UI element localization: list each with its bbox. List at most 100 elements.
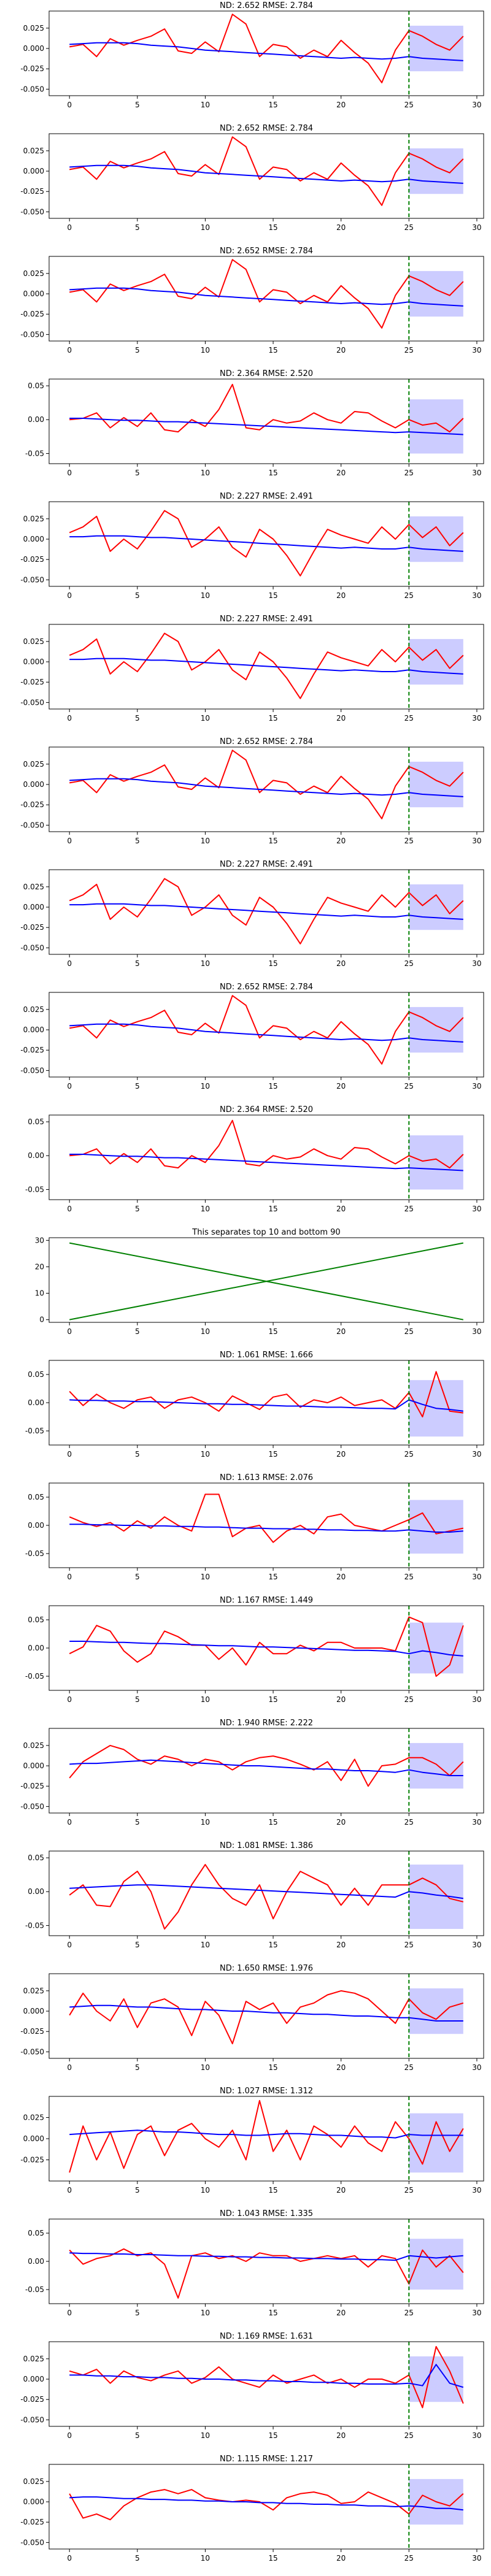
x-tick-label: 20 — [336, 2431, 346, 2440]
subplot-title: ND: 1.167 RMSE: 1.449 — [220, 1596, 313, 1605]
plot-frame — [48, 1728, 484, 1814]
y-tick-label: 0.025 — [23, 637, 44, 646]
predicted-series-line — [69, 287, 463, 307]
y-tick-label: 20 — [35, 1262, 44, 1271]
x-tick-label: 30 — [472, 101, 481, 109]
y-tick-label: 0.025 — [23, 1005, 44, 1014]
x-tick-label: 25 — [404, 837, 414, 845]
y-tick-label: 0.000 — [23, 657, 44, 666]
y-tick-label: -0.05 — [25, 1185, 44, 1194]
x-tick-label: 25 — [404, 346, 414, 355]
x-tick-label: 15 — [268, 591, 277, 600]
x-tick-label: 5 — [135, 1082, 140, 1091]
y-tick-label: 0.00 — [28, 1398, 44, 1407]
subplot-title: ND: 1.169 RMSE: 1.631 — [220, 2332, 313, 2341]
subplot: ND: 1.167 RMSE: 1.449 0 5 10 15 20 25 30 -0.05 0.… — [25, 1596, 484, 1704]
subplot: ND: 1.650 RMSE: 1.976 0 5 10 15 20 25 30 -0.050 -… — [20, 1964, 484, 2072]
x-tick-label: 0 — [67, 591, 72, 600]
x-tick-label: 20 — [336, 2309, 346, 2317]
actual-series-line — [69, 878, 464, 945]
plot-frame — [48, 1973, 484, 2059]
predicted-series-line — [69, 164, 463, 184]
x-tick-label: 20 — [336, 101, 346, 109]
subplot-title: ND: 2.652 RMSE: 2.784 — [220, 1, 313, 10]
x-tick-label: 30 — [472, 2309, 481, 2317]
x-tick-label: 30 — [472, 2554, 481, 2563]
x-tick-label: 0 — [67, 101, 72, 109]
y-tick-label: -0.025 — [20, 678, 44, 686]
x-tick-label: 25 — [404, 1573, 414, 1581]
actual-series-line — [69, 1616, 464, 1677]
x-tick-label: 25 — [404, 223, 414, 232]
y-tick-label: 0.000 — [23, 1025, 44, 1034]
x-tick-label: 10 — [201, 1082, 210, 1091]
y-tick-label: -0.025 — [20, 64, 44, 73]
predicted-series-line — [69, 657, 463, 675]
actual-series-line — [69, 1371, 463, 1417]
predicted-series-line — [69, 1154, 463, 1171]
predicted-series-line — [69, 1641, 463, 1657]
x-tick-label: 20 — [336, 1818, 346, 1827]
subplot-title: ND: 2.652 RMSE: 2.784 — [220, 247, 313, 256]
actual-series-line — [69, 1864, 464, 1930]
x-tick-label: 5 — [135, 837, 140, 845]
x-tick-label: 25 — [404, 469, 414, 477]
y-tick-label: 0.000 — [23, 1761, 44, 1770]
x-tick-label: 10 — [201, 101, 210, 109]
actual-series-line — [69, 383, 464, 433]
x-tick-label: 20 — [336, 1695, 346, 1704]
x-tick-label: 20 — [336, 714, 346, 723]
forecast-band — [409, 25, 463, 72]
x-tick-label: 25 — [404, 2431, 414, 2440]
y-tick-label: -0.025 — [20, 2395, 44, 2404]
x-tick-label: 25 — [404, 1695, 414, 1704]
y-tick-label: 0.025 — [23, 2114, 44, 2122]
actual-series-line — [69, 1119, 464, 1169]
actual-series-line — [69, 2489, 464, 2521]
plot-frame — [48, 501, 484, 587]
plot-frame — [48, 2464, 484, 2550]
forecast-band — [409, 638, 463, 685]
predicted-series-line — [69, 42, 463, 61]
y-tick-label: 0 — [39, 1316, 44, 1324]
y-tick-label: -0.050 — [20, 2047, 44, 2056]
x-tick-label: 10 — [201, 2186, 210, 2195]
x-tick-label: 5 — [135, 223, 140, 232]
x-tick-label: 0 — [67, 1695, 72, 1704]
x-tick-label: 0 — [67, 2431, 72, 2440]
plot-frame — [48, 624, 484, 710]
plot-frame — [48, 256, 484, 342]
x-tick-label: 0 — [67, 2186, 72, 2195]
x-tick-label: 5 — [135, 2063, 140, 2072]
x-tick-label: 0 — [67, 714, 72, 723]
forecast-band — [409, 1006, 463, 1053]
x-tick-label: 5 — [135, 1573, 140, 1581]
x-tick-label: 30 — [472, 837, 481, 845]
y-tick-label: 0.025 — [23, 1987, 44, 1995]
predicted-series-line — [69, 2252, 463, 2261]
y-tick-label: 0.00 — [28, 1887, 44, 1896]
x-tick-label: 15 — [268, 1450, 277, 1459]
x-tick-label: 0 — [67, 1082, 72, 1091]
forecast-band — [409, 1742, 463, 1789]
subplot: ND: 1.061 RMSE: 1.666 0 5 10 15 20 25 30 -0.05 0.… — [25, 1351, 484, 1459]
x-tick-label: 30 — [472, 1450, 481, 1459]
x-tick-label: 10 — [201, 2431, 210, 2440]
x-tick-label: 20 — [336, 1450, 346, 1459]
subplot: This separates top 10 and bottom 90 0 5 10 1… — [35, 1228, 484, 1336]
subplot-title: ND: 2.364 RMSE: 2.520 — [220, 369, 313, 378]
subplot: ND: 2.652 RMSE: 2.784 0 5 10 15 20 25 30 -0.050 -… — [20, 124, 484, 232]
y-tick-label: -0.025 — [20, 2027, 44, 2036]
actual-series-line — [69, 1744, 464, 1787]
subplot: ND: 2.652 RMSE: 2.784 0 5 10 15 20 25 30 -0.050 -… — [20, 1, 484, 109]
x-tick-label: 30 — [472, 959, 481, 968]
x-tick-label: 20 — [336, 591, 346, 600]
y-tick-label: 0.025 — [23, 2477, 44, 2486]
forecast-band — [409, 1622, 463, 1674]
forecast-band — [409, 1988, 463, 2034]
x-tick-label: 20 — [336, 1082, 346, 1091]
subplot: ND: 1.043 RMSE: 1.335 0 5 10 15 20 25 30 -0.05 0.… — [25, 2209, 484, 2317]
actual-series-line — [69, 510, 464, 577]
x-tick-label: 25 — [404, 959, 414, 968]
x-tick-label: 0 — [67, 2309, 72, 2317]
